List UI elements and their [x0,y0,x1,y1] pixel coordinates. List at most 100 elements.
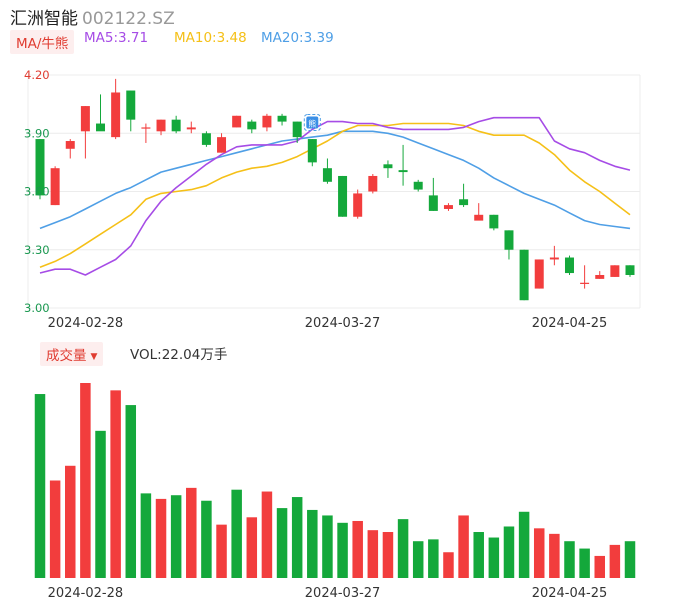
candle [474,203,484,221]
candle [322,158,332,184]
volume-bar [80,383,91,578]
x-tick-label: 2024-02-28 [48,316,124,331]
candle [428,177,438,211]
candle [549,245,559,266]
candle [50,166,60,206]
candle [292,121,302,143]
candle [338,175,348,217]
volume-bar [397,519,409,578]
y-tick-label: 4.20 [24,68,50,82]
candle [383,160,393,178]
volume-bar [291,497,303,578]
volume-bar [246,517,258,578]
price-indicator-label: MA/牛熊 [16,36,69,52]
candle [368,174,378,194]
ma10-line [39,122,631,268]
candle [564,255,574,275]
volume-bar [503,526,515,578]
volume-bar [564,541,575,578]
volume-bar [186,487,197,578]
volume-bar [276,508,288,578]
x-tick-label: 2024-03-27 [305,586,381,601]
volume-bar [549,533,560,578]
moving-average-lines [39,116,631,276]
stock-name: 汇洲智能 [10,9,78,29]
volume-bar [367,530,379,578]
triangle-down-icon: ▼ [90,352,98,362]
y-tick-label: 3.30 [24,243,50,257]
candle [35,139,45,200]
volume-bar [140,493,152,578]
ma5-legend: MA5:3.71 [84,30,149,46]
candle [489,214,499,231]
volume-bar [170,495,182,578]
volume-bar [473,532,484,578]
candle [459,183,469,208]
candle [307,139,317,167]
candle [247,119,257,134]
volume-bar [155,498,167,578]
volume-bar [428,539,439,578]
candle [186,121,196,134]
volume-bar [49,480,61,578]
y-tick-label: 3.90 [24,126,50,140]
candle [141,123,151,143]
volume-bar [337,522,348,578]
candle [65,139,75,159]
candle [262,113,272,132]
volume-bar [518,511,530,578]
candle [353,189,363,219]
y-tick-label: 3.00 [24,301,50,315]
candle [534,259,544,289]
candle [80,106,90,159]
axis-labels: 4.203.903.603.303.002024-02-282024-02-28… [24,68,607,601]
volume-bar [458,515,469,578]
volume-legend: VOL:22.04万手 [130,347,228,363]
candle [504,230,514,260]
candle [201,131,211,147]
price-indicator-selector[interactable]: MA/牛熊 [10,30,75,54]
candle [277,113,287,126]
candle [96,94,106,132]
candle [443,203,453,211]
candle [398,144,408,186]
volume-bar [95,430,106,578]
x-tick-label: 2024-04-25 [532,586,608,601]
x-tick-label: 2024-04-25 [532,316,608,331]
ma5-line [39,116,631,276]
volume-bar [533,528,545,578]
volume-bar [609,544,621,578]
candle [625,265,635,277]
candle [232,115,242,128]
chart-title: 汇洲智能 002122.SZ [10,4,175,29]
candle [413,179,423,192]
candle [111,78,121,140]
candle [217,133,227,153]
candle [171,115,181,134]
candle [519,249,529,301]
ma20-line [39,130,631,230]
volume-bar [231,489,242,578]
candlesticks [35,78,635,301]
volume-bar [443,552,454,578]
volume-bar [110,390,121,578]
volume-bar [382,532,394,578]
bear-bull-flag-icon[interactable]: 熊 [303,114,321,132]
candle [126,90,136,132]
candle [156,119,166,136]
volume-bar [412,541,424,578]
volume-bar [322,515,333,578]
volume-bar [624,541,636,578]
stock-code: 002122.SZ [82,9,175,29]
volume-bar [216,524,227,578]
volume-indicator-label: 成交量 [46,348,87,364]
volume-bar [307,509,318,578]
volume-indicator-selector[interactable]: 成交量 ▼ [40,342,104,366]
candle [610,265,620,277]
volume-bar [488,537,500,578]
volume-bar [201,500,212,578]
volume-bar [352,520,363,578]
candle [595,271,605,279]
volume-bars [34,383,636,578]
ma10-legend: MA10:3.48 [174,30,247,46]
